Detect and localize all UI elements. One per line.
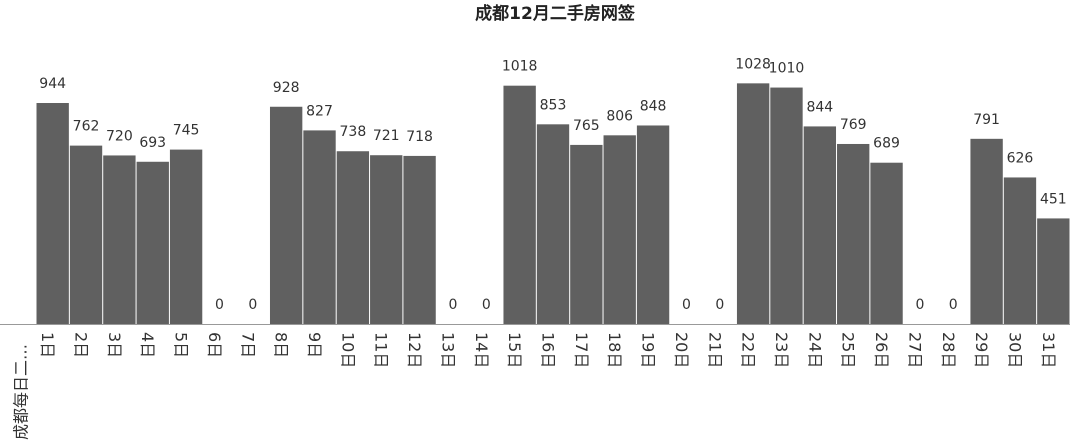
x-tick-label: 6日 [205, 332, 224, 358]
data-label: 745 [173, 123, 200, 139]
bar [169, 149, 203, 324]
bar [403, 155, 436, 324]
x-tick-label: 24日 [805, 332, 824, 368]
data-label: 765 [573, 118, 600, 134]
x-tick-label: 17日 [572, 332, 591, 368]
x-tick-label: 7日 [238, 332, 257, 358]
data-label: 721 [373, 128, 400, 144]
bar [970, 138, 1003, 324]
x-tick-label: 10日 [338, 332, 357, 368]
data-label: 1028 [735, 56, 771, 72]
x-tick-label: 31日 [1039, 332, 1058, 368]
x-tick-label: 12日 [405, 332, 424, 368]
data-label: 626 [1007, 150, 1034, 166]
data-label: 738 [340, 124, 367, 140]
x-tick-label: 18日 [605, 332, 624, 368]
bar [370, 155, 403, 324]
data-label: 0 [248, 297, 257, 313]
data-label: 844 [806, 99, 833, 115]
x-tick-label: 16日 [539, 332, 558, 368]
x-tick-label: 14日 [472, 332, 491, 368]
bar [837, 143, 870, 324]
x-tick-label: 5日 [172, 332, 191, 358]
x-tick-label: 15日 [505, 332, 524, 368]
data-label: 762 [73, 119, 100, 135]
x-tick-label: 19日 [639, 332, 658, 368]
data-label: 791 [973, 112, 1000, 128]
x-tick-label: 23日 [772, 332, 791, 368]
data-label: 0 [448, 297, 457, 313]
x-tick-label: 13日 [438, 332, 457, 368]
data-label: 853 [540, 97, 567, 113]
bar [69, 145, 103, 324]
x-tick-label: 21日 [705, 332, 724, 368]
data-label: 848 [640, 98, 667, 114]
data-label: 0 [682, 297, 691, 313]
bar [803, 126, 837, 324]
bar [536, 124, 570, 324]
x-tick-label: 1日 [38, 332, 57, 358]
x-tick-label: 8日 [272, 332, 291, 358]
bar [269, 106, 303, 324]
bar [103, 155, 136, 324]
bar [336, 151, 370, 324]
data-label: 451 [1040, 191, 1067, 207]
data-label: 928 [273, 80, 300, 96]
data-label: 0 [215, 297, 224, 313]
x-tick-label: 29日 [972, 332, 991, 368]
data-label: 689 [873, 136, 900, 152]
data-label: 0 [915, 297, 924, 313]
bar [303, 130, 336, 324]
x-tick-label: 9日 [305, 332, 324, 358]
bar [136, 161, 169, 324]
data-label: 1018 [502, 59, 538, 75]
x-tick-label: 25日 [839, 332, 858, 368]
x-tick-label: 2日 [72, 332, 91, 358]
data-label: 693 [139, 135, 166, 151]
bar [603, 135, 636, 324]
bar [1003, 177, 1037, 324]
data-label: 806 [606, 108, 633, 124]
x-tick-label: 3日 [105, 332, 124, 358]
chart-title: 成都12月二手房网签 [475, 3, 636, 24]
x-tick-label: 11日 [372, 332, 391, 368]
bar [570, 144, 603, 324]
data-label: 0 [949, 297, 958, 313]
data-label: 0 [715, 297, 724, 313]
data-label: 1010 [769, 61, 805, 77]
bar [770, 87, 803, 325]
bar [36, 103, 69, 324]
x-tick-label: 20日 [672, 332, 691, 368]
bar [736, 83, 770, 324]
data-label: 827 [306, 103, 333, 119]
bar [636, 125, 670, 324]
y-axis-label: 成都每日二… [12, 344, 31, 440]
bar [870, 162, 903, 324]
x-tick-label: 22日 [739, 332, 758, 368]
data-label: 769 [840, 117, 867, 133]
x-tick-label: 26日 [872, 332, 891, 368]
bar [1037, 218, 1070, 324]
bar [503, 85, 536, 324]
x-tick-label: 28日 [939, 332, 958, 368]
data-label: 718 [406, 129, 433, 145]
x-tick-label: 27日 [905, 332, 924, 368]
x-tick-label: 4日 [138, 332, 157, 358]
data-label: 720 [106, 128, 133, 144]
x-tick-label: 30日 [1005, 332, 1024, 368]
data-label: 0 [482, 297, 491, 313]
data-label: 944 [39, 76, 66, 92]
